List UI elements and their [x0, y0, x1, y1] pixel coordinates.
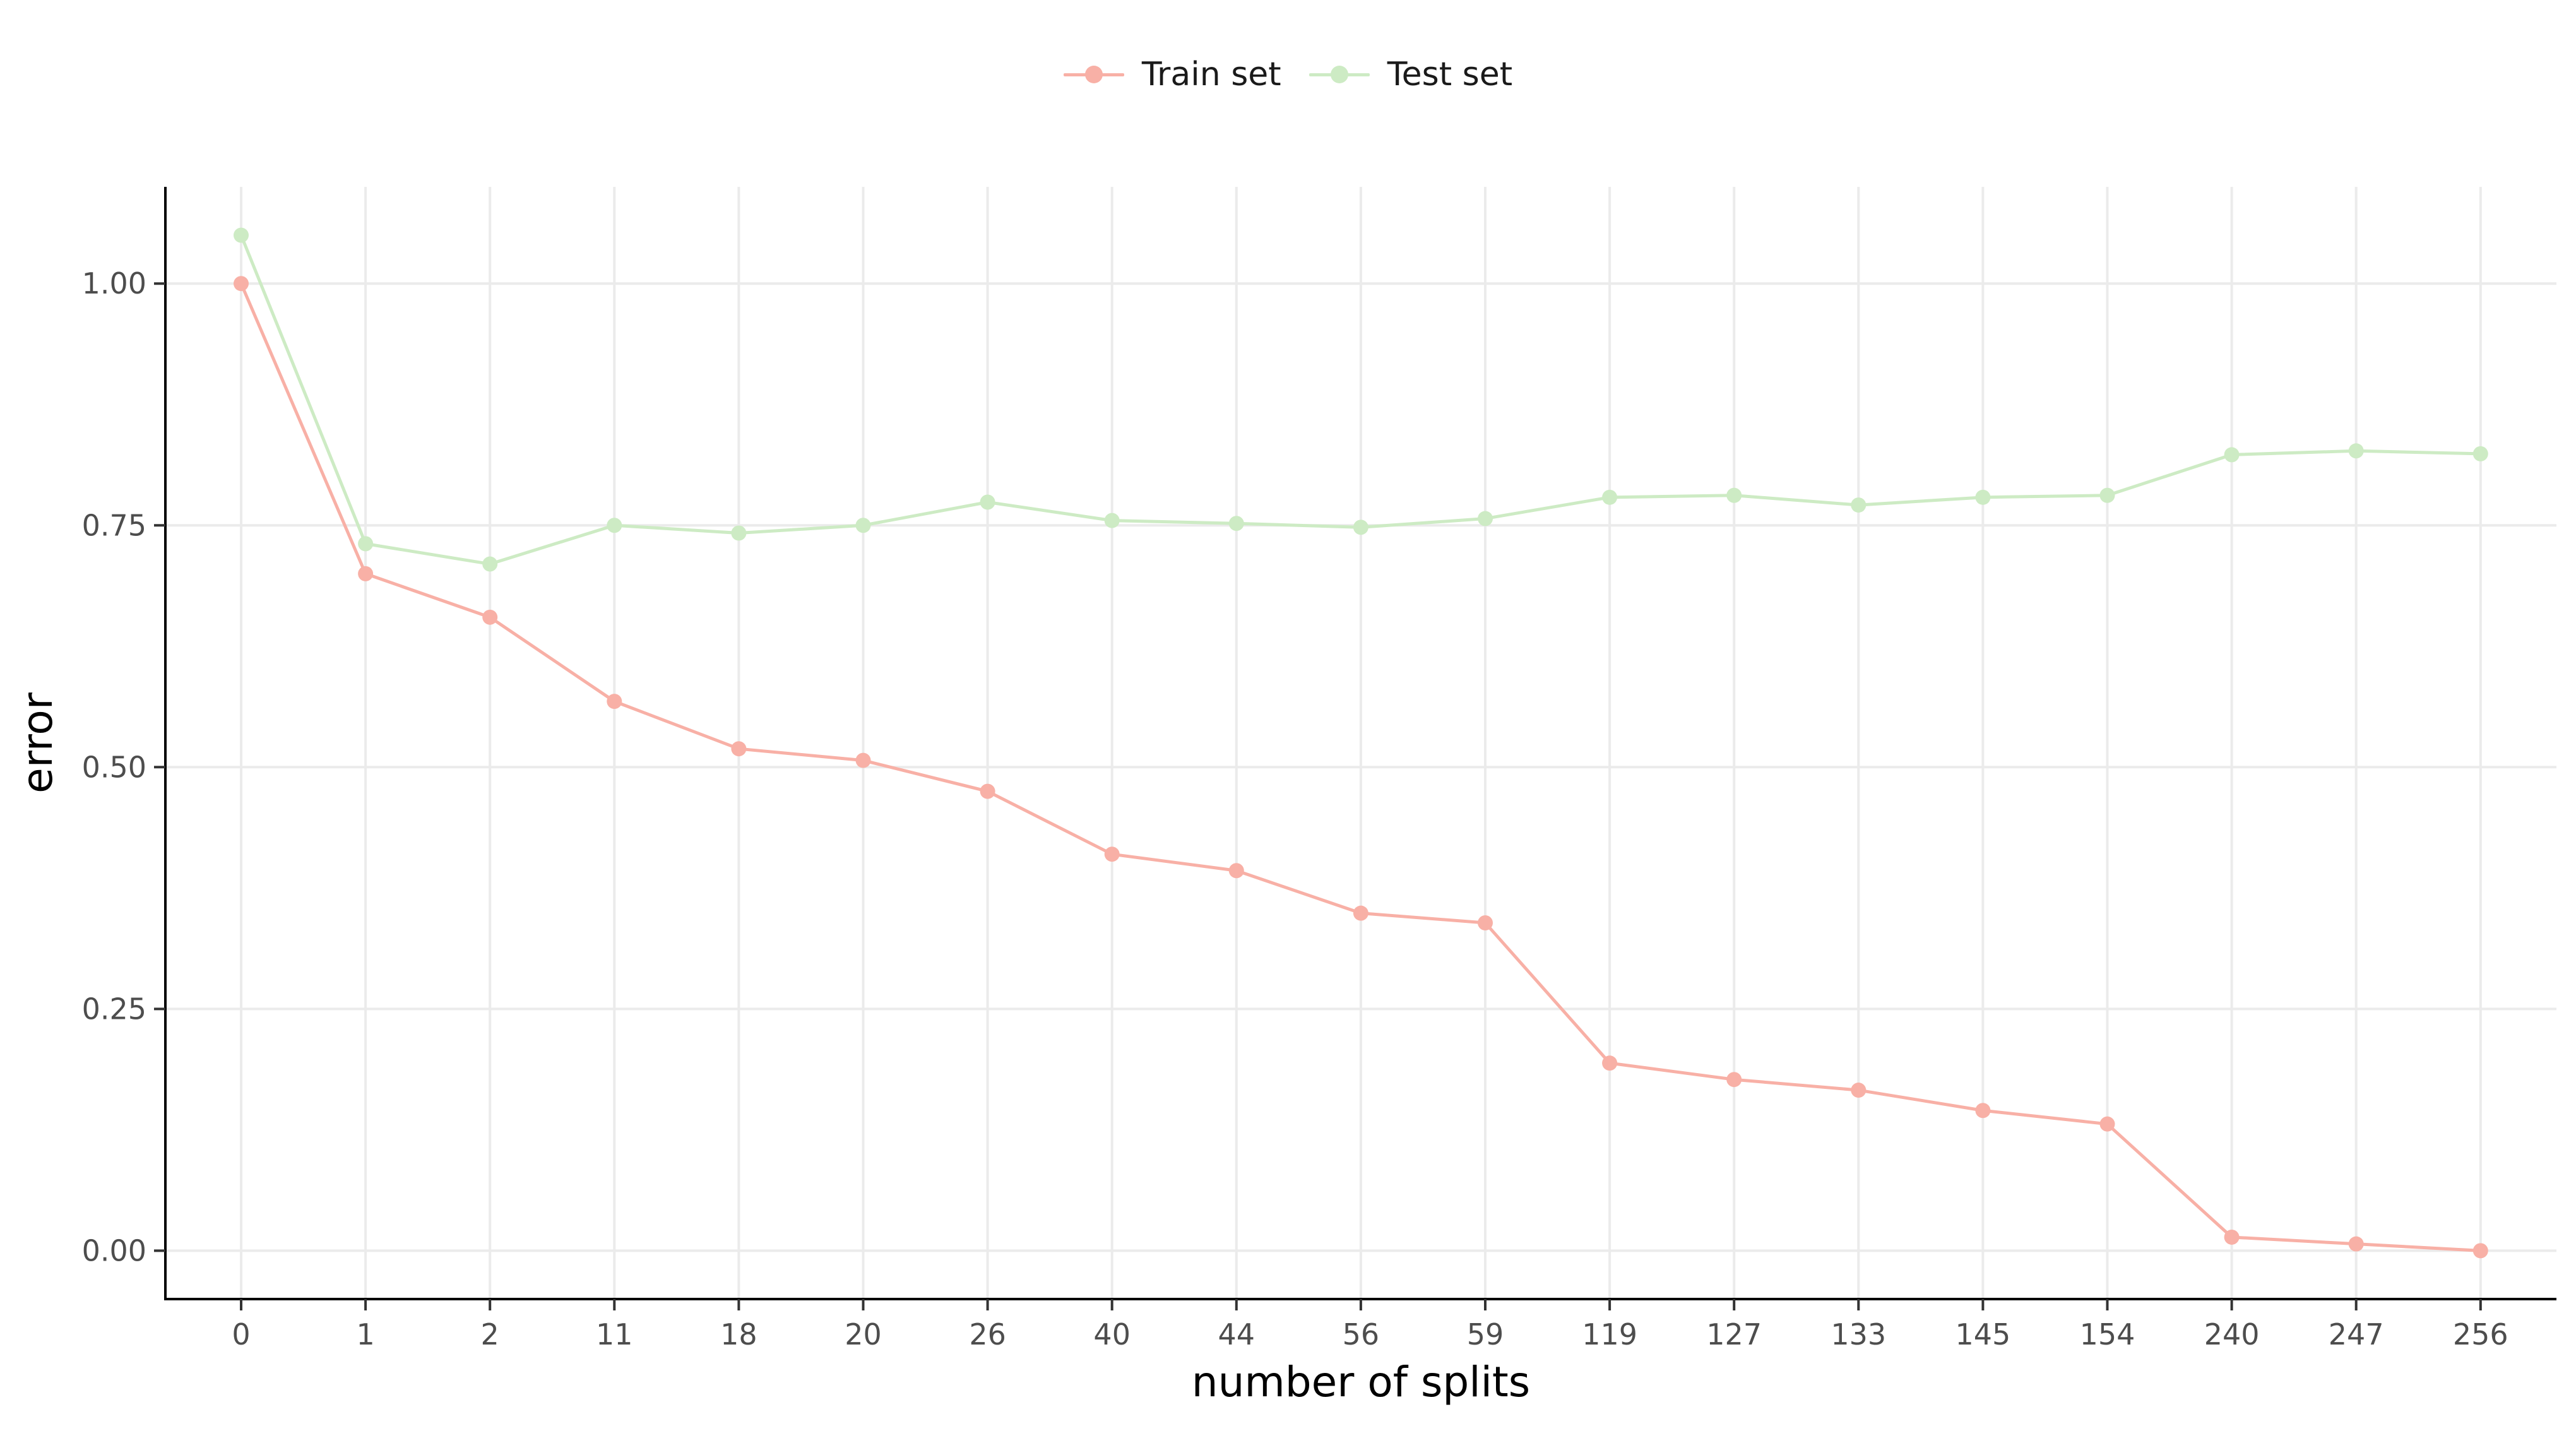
data-point-test-set-2 — [482, 556, 498, 572]
x-tick-label-145: 145 — [1955, 1317, 2010, 1351]
x-tick-label-127: 127 — [1706, 1317, 1762, 1351]
x-tick-label-256: 256 — [2453, 1317, 2508, 1351]
data-point-train-set-240 — [2224, 1229, 2240, 1245]
legend: Train set Test set — [0, 58, 2576, 91]
data-point-test-set-119 — [1602, 489, 1618, 505]
series-layer — [234, 227, 2488, 1259]
vertical-gridlines — [240, 187, 2482, 1299]
x-tick-label-0: 0 — [232, 1317, 250, 1351]
data-point-test-set-127 — [1726, 487, 1742, 503]
data-point-train-set-2 — [482, 609, 498, 625]
data-point-test-set-11 — [607, 518, 622, 533]
x-tick-label-1: 1 — [356, 1317, 374, 1351]
data-point-test-set-18 — [731, 525, 747, 541]
x-tick-label-154: 154 — [2080, 1317, 2135, 1351]
data-point-test-set-26 — [980, 494, 995, 510]
x-tick-label-44: 44 — [1218, 1317, 1255, 1351]
legend-dot-train — [1084, 66, 1103, 83]
data-point-train-set-26 — [980, 783, 995, 799]
data-point-train-set-11 — [607, 694, 622, 710]
legend-label-train: Train set — [1141, 56, 1281, 93]
data-point-train-set-18 — [731, 741, 747, 757]
data-point-train-set-44 — [1228, 863, 1244, 879]
data-point-test-set-247 — [2348, 443, 2364, 459]
data-point-test-set-154 — [2099, 487, 2115, 503]
series-test-set — [234, 227, 2488, 572]
data-point-test-set-56 — [1353, 520, 1368, 535]
data-point-train-set-0 — [234, 276, 249, 292]
y-tick-label-0.50: 0.50 — [82, 750, 146, 784]
legend-key-train — [1063, 62, 1124, 87]
x-axis-ticks: 0 1 2 11 18 20 26 40 44 56 59 119 127 133 145 154 240 247… — [232, 1299, 2508, 1351]
data-point-train-set-247 — [2348, 1236, 2364, 1252]
data-point-train-set-20 — [855, 752, 871, 768]
data-point-train-set-127 — [1726, 1072, 1742, 1088]
data-point-test-set-145 — [1975, 489, 1991, 505]
data-point-train-set-59 — [1478, 915, 1493, 930]
legend-dot-test — [1330, 66, 1348, 83]
data-point-train-set-56 — [1353, 905, 1368, 921]
data-point-test-set-1 — [358, 536, 374, 552]
data-point-train-set-40 — [1104, 846, 1120, 862]
y-tick-label-1.00: 1.00 — [82, 266, 146, 300]
data-point-train-set-1 — [358, 566, 374, 581]
data-point-test-set-59 — [1478, 511, 1493, 526]
legend-item-train: Train set — [1063, 56, 1281, 93]
y-axis-title: error — [13, 692, 62, 793]
data-point-train-set-119 — [1602, 1055, 1618, 1071]
y-tick-label-0.75: 0.75 — [82, 508, 146, 542]
data-point-test-set-40 — [1104, 513, 1120, 528]
data-point-train-set-256 — [2472, 1243, 2488, 1259]
legend-key-test — [1309, 62, 1370, 87]
data-point-train-set-145 — [1975, 1103, 1991, 1119]
data-point-test-set-240 — [2224, 447, 2240, 463]
x-tick-label-18: 18 — [720, 1317, 757, 1351]
legend-item-test: Test set — [1309, 58, 1512, 91]
data-point-test-set-20 — [855, 518, 871, 533]
legend-label-test: Test set — [1387, 56, 1513, 93]
x-tick-label-11: 11 — [596, 1317, 633, 1351]
x-tick-label-240: 240 — [2204, 1317, 2260, 1351]
data-point-train-set-133 — [1851, 1083, 1867, 1098]
x-tick-label-40: 40 — [1093, 1317, 1131, 1351]
horizontal-gridlines — [165, 282, 2556, 1252]
x-tick-label-20: 20 — [845, 1317, 882, 1351]
x-axis-title: number of splits — [1192, 1358, 1530, 1406]
y-tick-label-0.00: 0.00 — [82, 1233, 146, 1268]
data-point-train-set-154 — [2099, 1116, 2115, 1132]
data-point-test-set-44 — [1228, 516, 1244, 531]
data-point-test-set-256 — [2472, 446, 2488, 461]
x-tick-label-26: 26 — [969, 1317, 1006, 1351]
x-tick-label-56: 56 — [1343, 1317, 1380, 1351]
x-tick-label-247: 247 — [2329, 1317, 2384, 1351]
y-axis-ticks: 0.00 0.25 0.50 0.75 1.00 — [82, 266, 165, 1268]
y-tick-label-0.25: 0.25 — [82, 992, 146, 1026]
data-point-test-set-0 — [234, 227, 249, 243]
series-train-set — [234, 276, 2488, 1259]
data-point-test-set-133 — [1851, 497, 1867, 513]
x-tick-label-2: 2 — [481, 1317, 499, 1351]
x-tick-label-59: 59 — [1467, 1317, 1504, 1351]
x-tick-label-119: 119 — [1582, 1317, 1637, 1351]
x-tick-label-133: 133 — [1831, 1317, 1886, 1351]
